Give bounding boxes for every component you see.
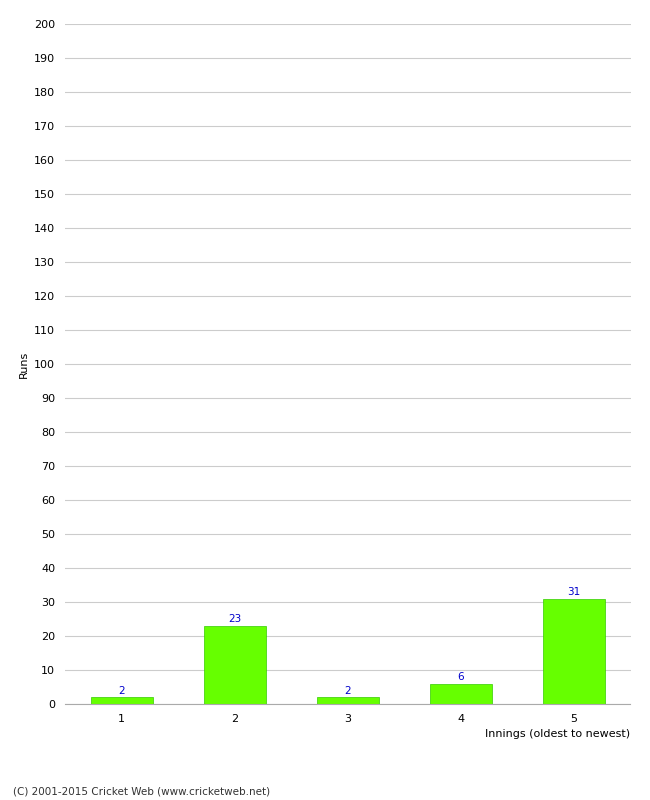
Bar — [430, 683, 492, 704]
Text: 2: 2 — [344, 686, 351, 695]
Y-axis label: Runs: Runs — [19, 350, 29, 378]
Bar — [543, 598, 604, 704]
Text: 23: 23 — [228, 614, 241, 624]
Text: 31: 31 — [567, 587, 580, 597]
X-axis label: Innings (oldest to newest): Innings (oldest to newest) — [486, 730, 630, 739]
Bar — [91, 697, 153, 704]
Text: 6: 6 — [458, 672, 464, 682]
Bar — [317, 697, 379, 704]
Text: 2: 2 — [118, 686, 125, 695]
Text: (C) 2001-2015 Cricket Web (www.cricketweb.net): (C) 2001-2015 Cricket Web (www.cricketwe… — [13, 786, 270, 796]
Bar — [203, 626, 266, 704]
